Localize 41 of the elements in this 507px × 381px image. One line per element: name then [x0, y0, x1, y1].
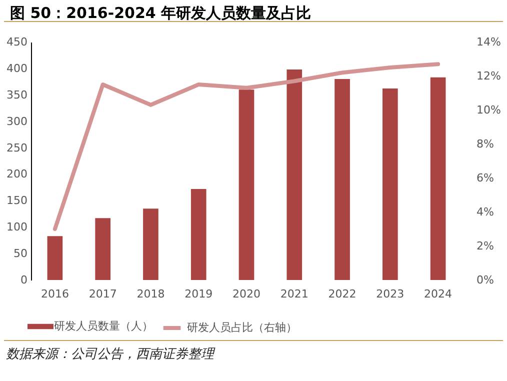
y-tick-label: 100 — [6, 220, 28, 234]
legend-label: 研发人员数量（人） — [54, 320, 153, 332]
bar — [95, 218, 110, 280]
x-tick-label: 2017 — [88, 288, 117, 300]
y-tick-label: 450 — [6, 36, 28, 48]
y-tick-label: 150 — [6, 194, 28, 208]
y-tick-label: 350 — [6, 88, 28, 102]
source-note: 数据来源：公司公告，西南证券整理 — [4, 340, 503, 367]
bar — [143, 208, 158, 280]
bar — [286, 70, 302, 280]
x-tick-label: 2024 — [424, 288, 452, 300]
bar — [190, 189, 206, 280]
chart-title: 图 50：2016-2024 年研发人员数量及占比 — [4, 0, 503, 22]
y2-tick-label: 2% — [476, 240, 494, 252]
y2-tick-label: 6% — [476, 172, 494, 184]
bar — [382, 88, 398, 280]
y2-tick-label: 12% — [476, 70, 501, 82]
y2-tick-label: 0% — [476, 274, 494, 286]
y-tick-label: 300 — [6, 114, 28, 128]
y2-tick-label: 8% — [476, 138, 494, 150]
y-tick-label: 200 — [6, 168, 28, 181]
y2-tick-label: 14% — [476, 36, 501, 48]
y-tick-label: 400 — [6, 62, 28, 75]
bar — [334, 79, 350, 280]
y2-tick-label: 10% — [476, 104, 501, 116]
x-tick-label: 2023 — [376, 288, 404, 300]
x-tick-label: 2016 — [40, 288, 69, 300]
y-tick-label: 0 — [20, 274, 28, 286]
x-tick-label: 2018 — [136, 288, 165, 300]
x-tick-label: 2020 — [232, 288, 260, 300]
x-tick-label: 2022 — [328, 288, 356, 300]
y-tick-label: 250 — [6, 141, 28, 154]
bar — [47, 236, 63, 280]
x-tick-label: 2019 — [184, 288, 213, 300]
bar — [238, 90, 254, 280]
y-tick-label: 50 — [14, 247, 28, 260]
line-series — [52, 62, 440, 231]
bar — [430, 77, 446, 280]
y2-tick-label: 4% — [476, 206, 494, 218]
legend-label: 研发人员占比（右轴） — [187, 321, 297, 334]
x-tick-label: 2021 — [280, 288, 308, 300]
